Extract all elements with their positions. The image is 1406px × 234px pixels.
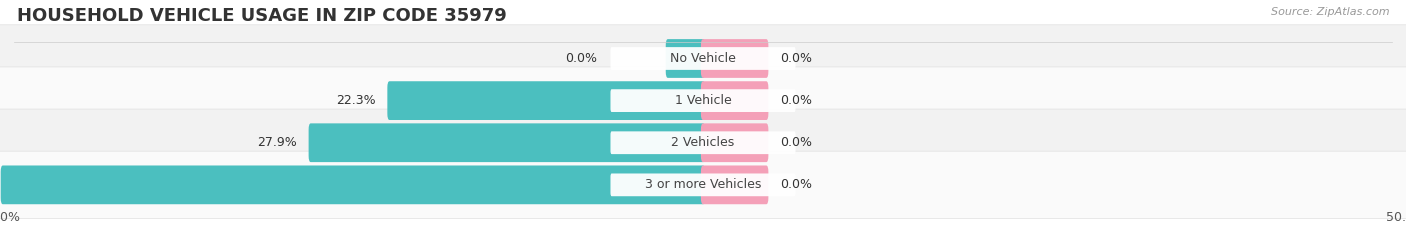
Text: 2 Vehicles: 2 Vehicles (672, 136, 734, 149)
Text: Source: ZipAtlas.com: Source: ZipAtlas.com (1271, 7, 1389, 17)
FancyBboxPatch shape (610, 173, 796, 196)
Text: 0.0%: 0.0% (565, 52, 598, 65)
FancyBboxPatch shape (0, 67, 1406, 134)
FancyBboxPatch shape (700, 39, 768, 78)
FancyBboxPatch shape (666, 39, 706, 78)
Text: 1 Vehicle: 1 Vehicle (675, 94, 731, 107)
Text: 22.3%: 22.3% (336, 94, 375, 107)
FancyBboxPatch shape (388, 81, 706, 120)
Text: 3 or more Vehicles: 3 or more Vehicles (645, 178, 761, 191)
FancyBboxPatch shape (0, 151, 1406, 219)
FancyBboxPatch shape (700, 81, 768, 120)
Text: 27.9%: 27.9% (257, 136, 297, 149)
Text: 0.0%: 0.0% (780, 94, 813, 107)
Text: HOUSEHOLD VEHICLE USAGE IN ZIP CODE 35979: HOUSEHOLD VEHICLE USAGE IN ZIP CODE 3597… (17, 7, 506, 25)
FancyBboxPatch shape (0, 109, 1406, 176)
FancyBboxPatch shape (610, 47, 796, 70)
FancyBboxPatch shape (610, 89, 796, 112)
Text: No Vehicle: No Vehicle (671, 52, 735, 65)
Text: 0.0%: 0.0% (780, 178, 813, 191)
FancyBboxPatch shape (610, 131, 796, 154)
Text: 0.0%: 0.0% (780, 136, 813, 149)
FancyBboxPatch shape (700, 165, 768, 204)
Text: 0.0%: 0.0% (780, 52, 813, 65)
FancyBboxPatch shape (309, 123, 706, 162)
FancyBboxPatch shape (700, 123, 768, 162)
FancyBboxPatch shape (1, 165, 704, 204)
FancyBboxPatch shape (0, 25, 1406, 92)
